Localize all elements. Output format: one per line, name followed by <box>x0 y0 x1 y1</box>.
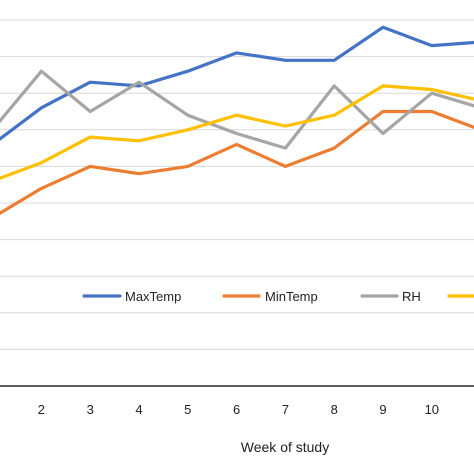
series-line-maxtemp <box>0 25 474 141</box>
series-mintemp <box>0 109 474 216</box>
legend: MaxTemp MinTemp RH <box>82 289 474 304</box>
x-tick-label: 4 <box>135 402 142 417</box>
legend-label-rh: RH <box>402 289 421 304</box>
x-tick-label: 3 <box>87 402 94 417</box>
x-tick-label: 8 <box>331 402 338 417</box>
series-line-rh <box>0 69 474 150</box>
gridlines <box>0 19 474 350</box>
x-tick-label: 7 <box>282 402 289 417</box>
legend-label-maxtemp: MaxTemp <box>125 289 181 304</box>
legend-label-mintemp: MinTemp <box>265 289 318 304</box>
x-tick-labels: 123456789101112 <box>38 402 474 417</box>
x-axis-title: Week of study <box>241 439 329 455</box>
series-series-4 <box>0 84 474 180</box>
series-line-mintemp <box>0 109 474 216</box>
x-tick-label: 2 <box>38 402 45 417</box>
series-maxtemp <box>0 25 474 141</box>
x-tick-label: 5 <box>184 402 191 417</box>
series-line-series-4 <box>0 84 474 180</box>
series-rh <box>0 69 474 150</box>
x-tick-label: 6 <box>233 402 240 417</box>
series-layer <box>0 25 474 216</box>
x-tick-label: 9 <box>379 402 386 417</box>
x-tick-label: 10 <box>425 402 439 417</box>
